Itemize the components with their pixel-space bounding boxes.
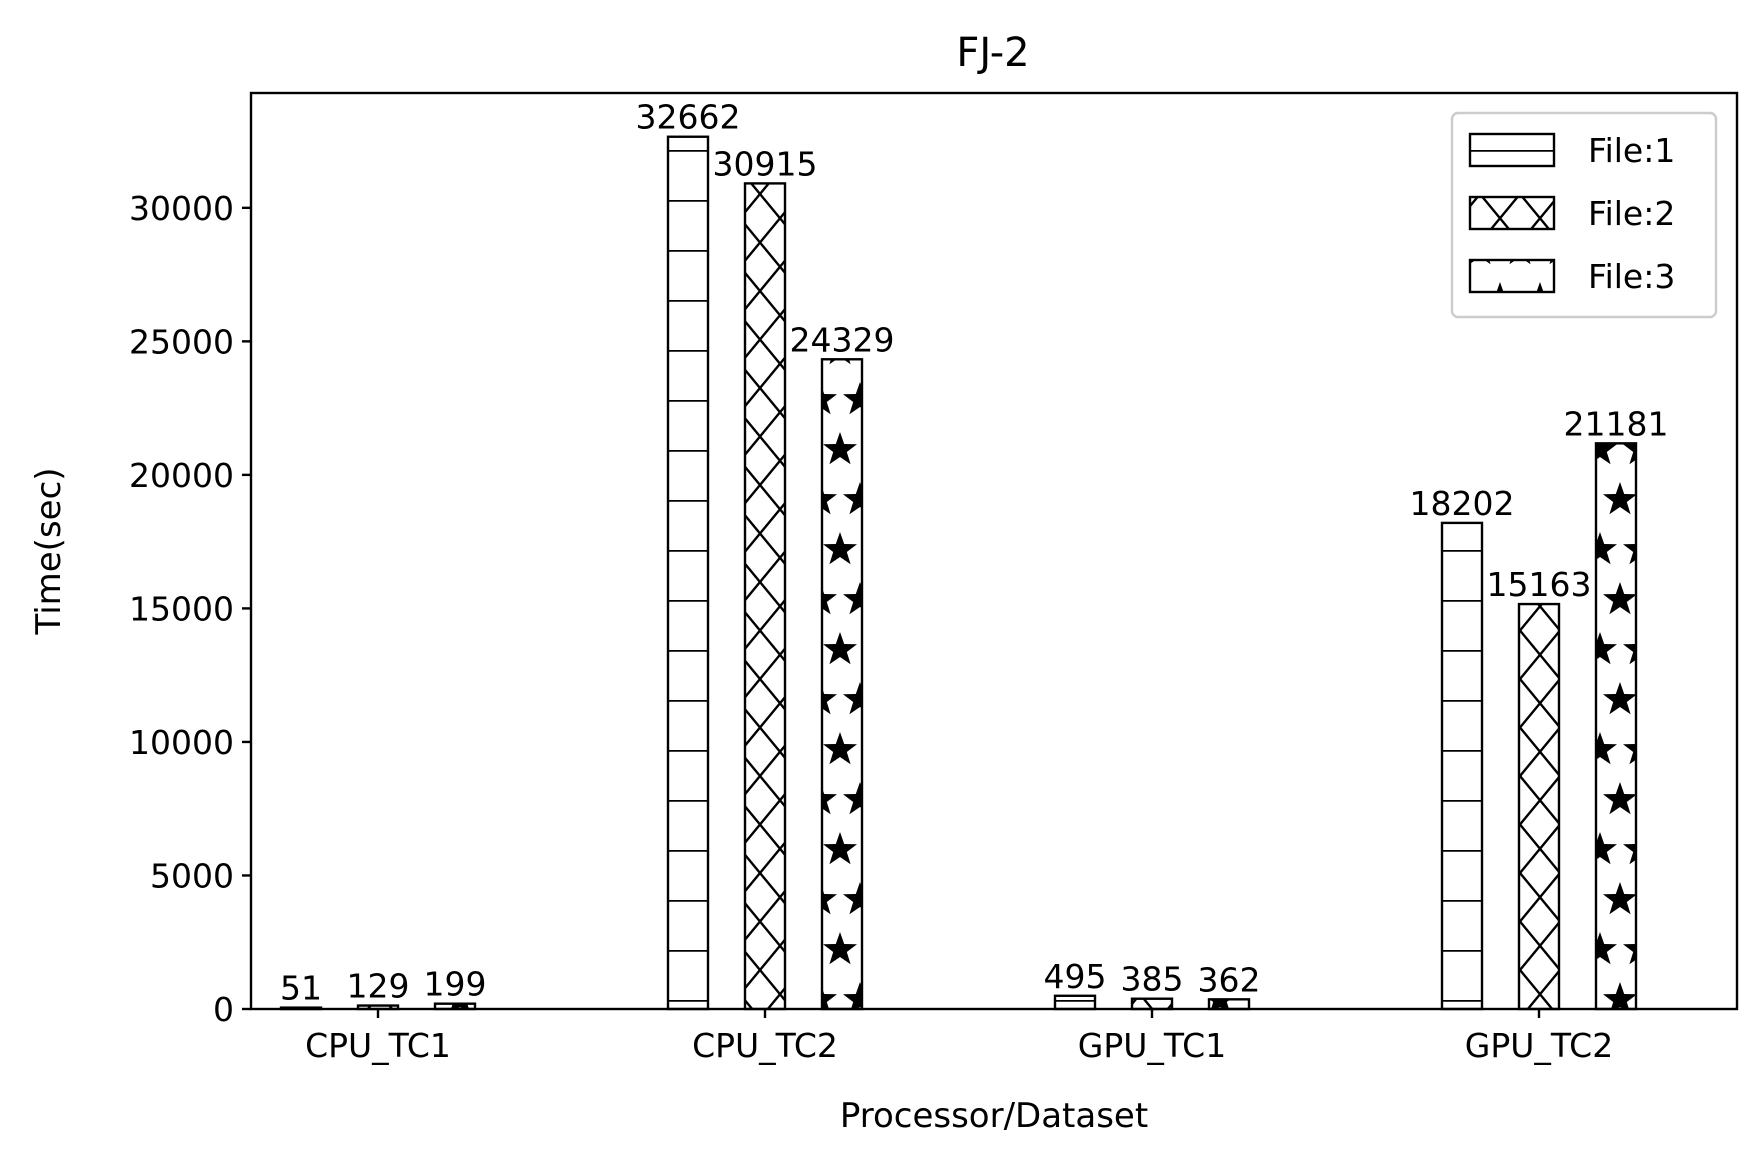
x-tick-label: CPU_TC2 (692, 1026, 838, 1065)
y-axis-label: Time(sec) (29, 467, 69, 635)
bar-hatch (1594, 442, 1638, 1011)
y-tick-label: 30000 (129, 189, 234, 228)
bar-hatch (743, 182, 787, 1011)
bar-value-label: 24329 (790, 320, 895, 359)
y-tick-label: 25000 (129, 322, 234, 361)
legend-swatch (1468, 132, 1556, 168)
legend-item: File:3 (1468, 257, 1675, 296)
bar (1130, 997, 1174, 1011)
plot-area-frame (249, 91, 1739, 1011)
legend-label: File:3 (1588, 257, 1675, 296)
bar-value-label: 199 (424, 965, 487, 1004)
bar (1440, 521, 1484, 1011)
x-axis: CPU_TC1 CPU_TC2 GPU_TC1 GPU_TC2 (305, 1009, 1613, 1065)
bar (1517, 602, 1561, 1011)
bar (743, 182, 787, 1011)
bars-layer (279, 135, 1638, 1011)
legend-item: File:1 (1468, 131, 1675, 170)
y-tick-label: 5000 (150, 856, 234, 895)
bar-value-label: 15163 (1487, 565, 1592, 604)
bar-value-label: 362 (1198, 960, 1261, 999)
bar-hatch (1440, 521, 1484, 1011)
y-tick-label: 10000 (129, 723, 234, 762)
x-tick-label: CPU_TC1 (305, 1026, 451, 1065)
legend-item: File:2 (1468, 194, 1675, 233)
bar-value-label: 21181 (1564, 404, 1669, 443)
chart-title: FJ-2 (956, 30, 1029, 76)
bar (1053, 994, 1097, 1011)
bar-value-label: 51 (280, 969, 322, 1008)
bar-hatch (1130, 997, 1174, 1011)
x-tick-label: GPU_TC2 (1465, 1026, 1613, 1065)
legend: File:1 File:2 File:3 (1450, 111, 1718, 319)
x-tick-label: GPU_TC1 (1078, 1026, 1226, 1065)
bar-value-label: 30915 (713, 144, 818, 183)
legend-label: File:1 (1588, 131, 1675, 170)
y-axis: 0 5000 10000 15000 20000 25000 30000 (129, 189, 251, 1029)
y-tick-label: 15000 (129, 589, 234, 628)
bar-value-label: 129 (347, 967, 410, 1006)
x-axis-label: Processor/Dataset (840, 1096, 1148, 1136)
bar (820, 358, 864, 1011)
bar-value-label: 18202 (1410, 484, 1515, 523)
y-tick-label: 0 (213, 990, 234, 1029)
bar-value-label: 32662 (636, 98, 741, 137)
bar (1594, 442, 1638, 1011)
bar (666, 135, 710, 1011)
bar-value-label: 385 (1121, 960, 1184, 999)
bar-hatch (1053, 994, 1097, 1011)
bar-hatch (1517, 602, 1561, 1011)
bar-hatch (1207, 998, 1251, 1011)
bar-hatch (820, 358, 864, 1011)
data-labels-layer: 51 32662 495 18202 129 30915 385 15163 199 24329 3… (280, 98, 1668, 1008)
y-tick-label: 20000 (129, 456, 234, 495)
bar-value-label: 495 (1044, 957, 1107, 996)
legend-swatch (1468, 195, 1556, 231)
bar (1207, 998, 1251, 1011)
legend-label: File:2 (1588, 194, 1675, 233)
bar-hatch (666, 135, 710, 1011)
legend-swatch (1468, 258, 1556, 294)
